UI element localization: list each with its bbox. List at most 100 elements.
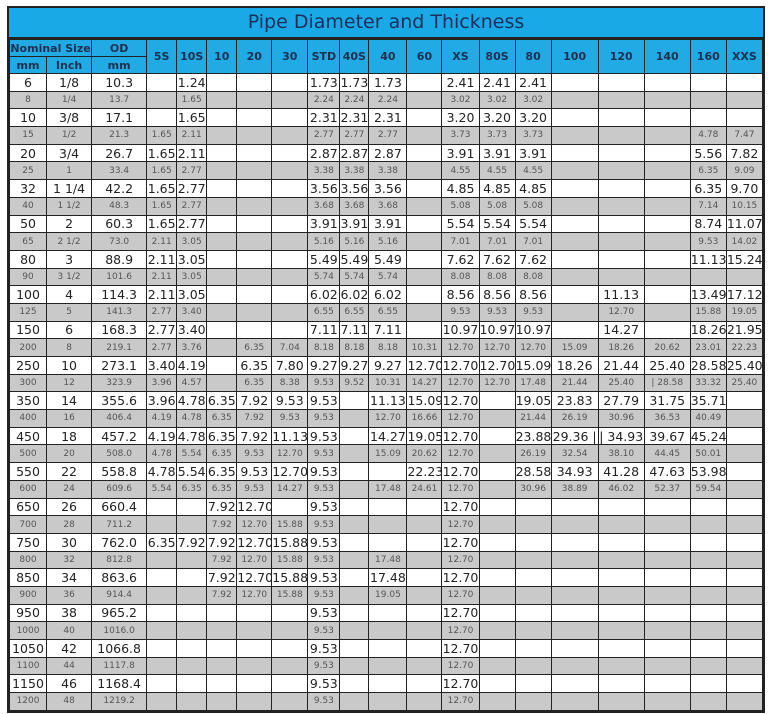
table-cell: 15.09 (550, 338, 599, 357)
table-cell: 20 (8, 143, 48, 163)
table-cell (725, 550, 764, 570)
table-cell (206, 214, 238, 234)
table-cell (271, 143, 309, 163)
table-cell: 23.83 (550, 391, 599, 411)
table-cell: 3.38 (307, 161, 341, 181)
table-cell (643, 126, 691, 145)
table-cell (146, 550, 178, 570)
header-schedule: XS (441, 39, 480, 74)
table-cell: 38.10 (597, 444, 645, 464)
table-cell: 1.65 (146, 161, 178, 181)
table-cell: 41.28 (597, 462, 645, 481)
table-cell: 18.26 (597, 338, 645, 357)
table-cell: 6.35 (206, 426, 238, 446)
table-cell (725, 391, 764, 411)
table-cell: 168.3 (91, 320, 148, 340)
table-cell: 15.88 (689, 302, 727, 322)
table-cell (339, 479, 370, 499)
table-cell: 15.88 (271, 568, 309, 587)
table-cell: 355.6 (91, 391, 148, 411)
table-cell: 9.53 (307, 426, 341, 446)
table-cell: 23.01 (689, 338, 727, 357)
table-cell: 29.36 | (550, 426, 599, 446)
table-cell (206, 338, 238, 357)
table-cell: 11.13 (368, 391, 408, 411)
table-cell: 16 (46, 409, 93, 428)
table-cell (339, 426, 370, 446)
table-cell: 812.8 (91, 550, 148, 570)
table-cell (271, 196, 309, 216)
table-cell (236, 179, 273, 198)
table-cell: 26 (46, 497, 93, 517)
table-cell (271, 692, 309, 711)
table-cell (206, 179, 238, 198)
table-cell (550, 639, 599, 658)
table-cell: 12.70 (441, 585, 480, 605)
table-cell: 3.56 (339, 179, 370, 198)
table-cell: 42.2 (91, 179, 148, 198)
table-cell: 3.40 (146, 356, 178, 375)
table-cell (271, 161, 309, 181)
table-cell: 3.68 (339, 196, 370, 216)
table-row: 700 28 711.2 7.92 12.70 15.88 9.53 12.70 (8, 515, 764, 534)
table-cell (406, 532, 443, 552)
table-cell: 15.24 (725, 249, 764, 269)
table-cell: 12.70 (597, 302, 645, 322)
table-cell: 12.70 (441, 532, 480, 552)
table-cell: 3.91 (478, 143, 516, 163)
table-cell: 762.0 (91, 532, 148, 552)
table-cell: 24 (46, 479, 93, 499)
table-cell (406, 603, 443, 623)
table-cell (643, 320, 691, 340)
table-cell (689, 532, 727, 552)
table-cell (236, 108, 273, 128)
table-cell (236, 267, 273, 287)
table-cell (550, 621, 599, 640)
table-cell (689, 568, 727, 587)
table-cell: 22 (46, 462, 93, 481)
table-cell: 28.58 (514, 462, 552, 481)
table-row: 1000 40 1016.0 9.53 12.70 (8, 621, 764, 640)
table-cell (206, 90, 238, 110)
table-cell: 3.68 (307, 196, 341, 216)
table-cell: 24.61 (406, 479, 443, 499)
table-cell: 5.16 (307, 232, 341, 251)
table-cell: 2.11 (176, 126, 208, 145)
table-cell: 6.55 (339, 302, 370, 322)
table-cell (689, 90, 727, 110)
table-cell: 8.56 (441, 285, 480, 304)
table-cell (725, 532, 764, 552)
table-cell (550, 214, 599, 234)
table-cell (339, 585, 370, 605)
table-cell: 7.92 (236, 426, 273, 446)
table-cell: 32 (8, 179, 48, 198)
table-cell: 4.78 (176, 391, 208, 411)
table-cell (406, 267, 443, 287)
table-cell: 8.08 (514, 267, 552, 287)
table-cell: 12.70 (236, 568, 273, 587)
table-cell (406, 126, 443, 145)
table-cell: 19.05 (725, 302, 764, 322)
table-cell: 12.70 (441, 479, 480, 499)
table-cell: 100 (8, 285, 48, 304)
header-schedule: 80 (514, 39, 552, 74)
table-cell (271, 656, 309, 676)
table-cell: | 34.93 (597, 426, 645, 446)
table-cell (339, 674, 370, 694)
table-cell (146, 568, 178, 587)
table-cell: 14.02 (725, 232, 764, 251)
table-cell: 2.31 (339, 108, 370, 128)
table-row: 1050 42 1066.8 9.53 12.70 (8, 639, 764, 658)
table-cell: 2.87 (307, 143, 341, 163)
table-cell: 9.09 (725, 161, 764, 181)
table-cell: 40 (46, 621, 93, 640)
table-row: 100 4 114.3 2.11 3.05 6.02 6.02 6.02 8.56 8.56 8.5… (8, 285, 764, 304)
table-cell: 15.88 (271, 585, 309, 605)
table-cell: 8.38 (271, 373, 309, 393)
table-cell: 19.05 (514, 391, 552, 411)
table-cell (176, 656, 208, 676)
table-cell: 9.27 (368, 356, 408, 375)
table-cell: 9.53 (307, 550, 341, 570)
table-cell: 36.53 (643, 409, 691, 428)
table-cell: 1150 (8, 674, 48, 694)
